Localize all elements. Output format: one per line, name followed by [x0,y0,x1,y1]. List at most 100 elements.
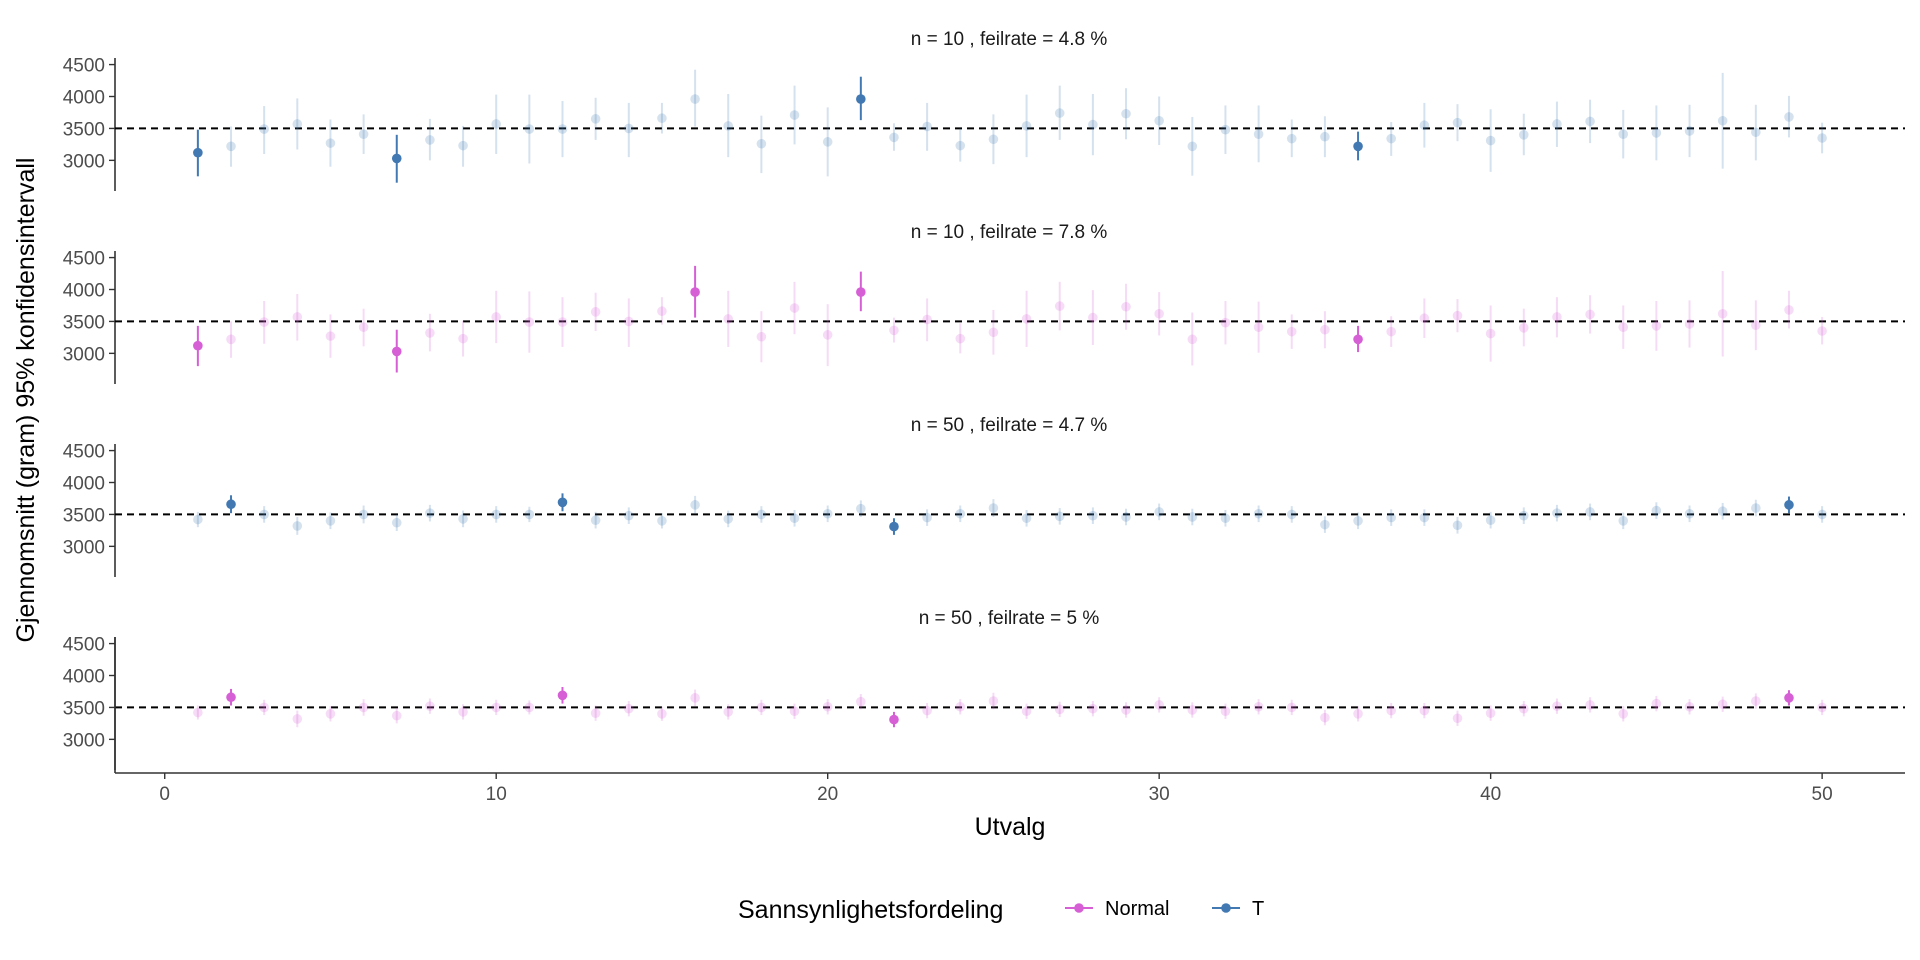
panel-title: n = 50 , feilrate = 5 % [919,608,1100,629]
legend-key-point [1074,903,1084,913]
data-point [955,140,966,151]
data-point [259,702,269,713]
data-point [590,708,601,718]
data-point [1585,309,1595,320]
data-point [1253,322,1264,332]
data-point [657,709,667,719]
data-point [623,123,634,134]
data-point [325,516,336,526]
data-point [1088,119,1098,130]
data-point [226,334,236,345]
y-axis-title: Gjennomsnitt (gram) 95% konfidensinterva… [12,158,40,643]
data-point [1452,520,1463,531]
data-point [193,147,203,158]
data-point [756,331,767,342]
data-point [623,316,634,327]
panel-title: n = 10 , feilrate = 7.8 % [911,222,1108,243]
panel-2: n = 10 , feilrate = 7.8 % 3000 3500 4000 450… [63,222,1905,384]
data-point [723,514,734,524]
data-point [756,702,767,713]
data-point [1088,312,1098,323]
data-point [1651,698,1662,709]
data-point [856,503,866,514]
data-point [1253,508,1264,519]
data-point [1419,313,1430,324]
data-point [458,514,468,524]
data-point [690,287,700,297]
data-point [822,330,833,340]
data-point [1021,121,1032,131]
x-tick-label: 10 [486,784,507,805]
data-point [1485,515,1496,525]
panel-1: n = 10 , feilrate = 4.8 % 3000 3500 4000 450… [63,29,1905,191]
data-point [557,124,568,134]
data-point [657,516,667,526]
data-point [623,510,634,521]
data-point [1784,112,1794,122]
data-point [1121,301,1131,312]
data-point [1585,700,1595,710]
legend-label: T [1252,898,1264,920]
legend-item-normal: Normal [1065,898,1169,920]
data-point [325,138,336,148]
data-point [458,333,468,344]
data-point [292,119,303,129]
data-point [1485,135,1496,146]
data-point [1751,320,1761,331]
data-point [358,509,369,520]
data-point [690,500,700,510]
data-point [1751,696,1761,706]
data-point [1717,699,1728,710]
panel-title: n = 10 , feilrate = 4.8 % [911,29,1108,50]
data-point [1817,702,1827,713]
panel-title: n = 50 , feilrate = 4.7 % [911,415,1108,436]
data-point [856,287,866,297]
data-point [226,499,236,510]
data-point [226,692,236,703]
data-point [1618,129,1629,139]
data-point [988,327,999,338]
data-point [1485,328,1496,339]
y-tick-label: 3000 [63,344,105,365]
y-tick-label: 4500 [63,442,105,463]
data-point [1320,324,1330,335]
x-axis-title: Utvalg [975,813,1046,841]
data-point [425,328,435,338]
data-point [557,497,568,508]
data-point [590,515,601,525]
data-point [226,141,236,152]
data-point [1253,129,1264,139]
data-point [1717,115,1728,126]
data-point [193,514,203,525]
y-tick-label: 4000 [63,88,105,109]
data-point [590,114,601,124]
data-point [1187,334,1198,345]
x-tick-label: 30 [1149,784,1170,805]
data-point [1320,519,1330,530]
data-point [1485,708,1496,718]
data-point [1751,127,1761,138]
data-point [1154,308,1164,319]
data-point [1784,500,1794,510]
data-point [988,696,999,706]
data-point [1220,513,1231,524]
data-point [1684,508,1695,519]
y-tick-label: 4000 [63,667,105,688]
data-point [1552,312,1562,322]
panel-3: n = 50 , feilrate = 4.7 % 3000 3500 4000 450… [63,415,1905,577]
y-tick-label: 3000 [63,537,105,558]
y-tick-label: 4000 [63,474,105,495]
data-point [358,322,369,332]
y-tick-label: 4500 [63,56,105,77]
legend-label: Normal [1105,898,1169,920]
data-point [1353,141,1363,152]
data-point [1552,508,1562,518]
data-point [723,121,734,131]
data-point [425,135,435,145]
data-point [822,701,833,712]
data-point [1419,512,1430,523]
data-point [1054,108,1065,118]
data-point [690,693,700,703]
data-point [922,512,932,523]
data-point [1618,322,1629,332]
